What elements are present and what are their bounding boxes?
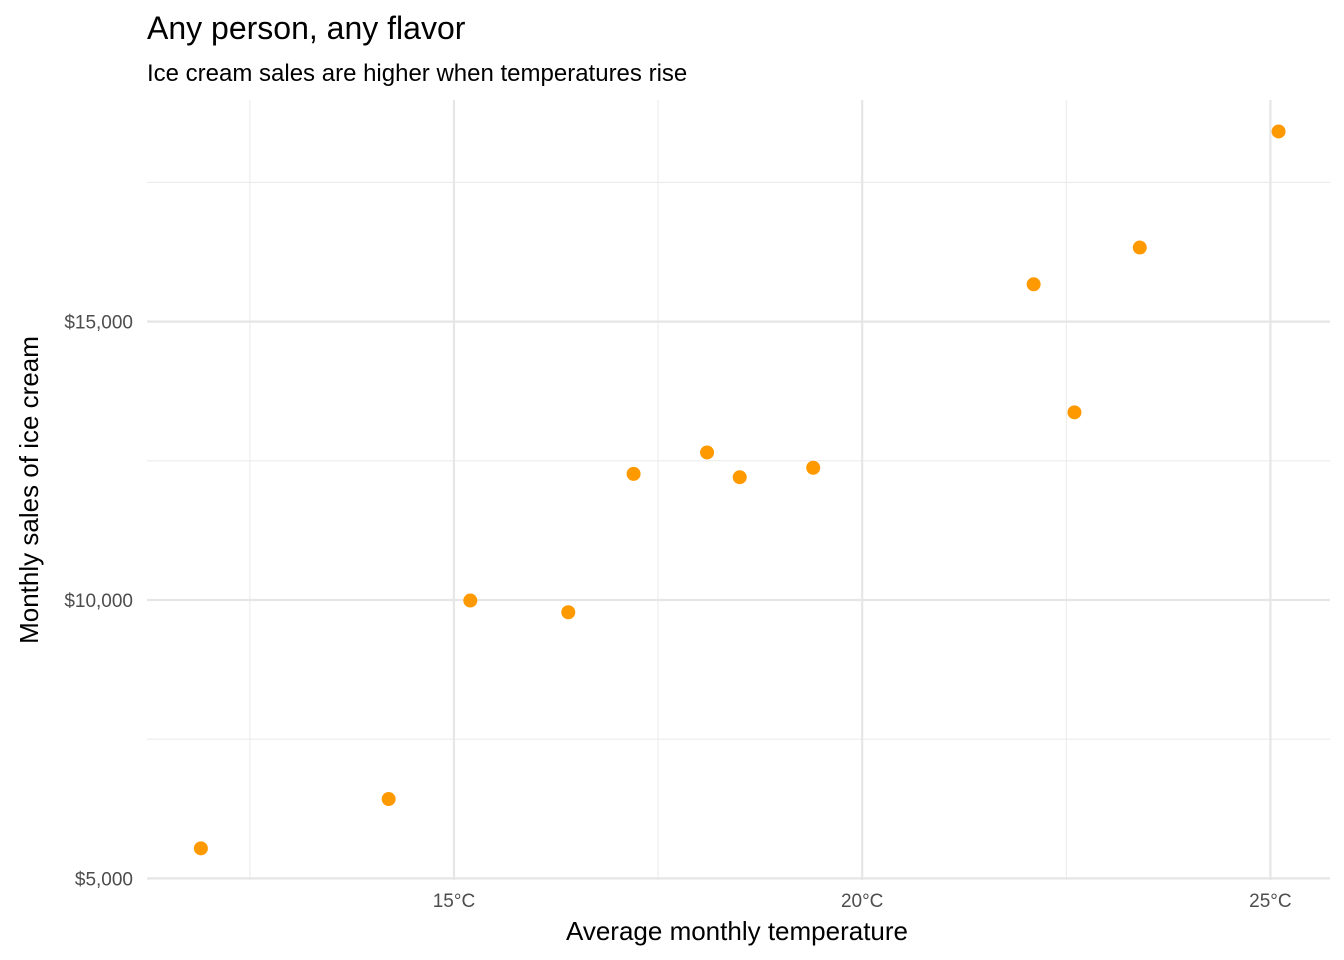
data-point — [561, 605, 576, 620]
y-axis-tick-labels: $5,000 $10,000 $15,000 — [64, 313, 133, 891]
x-tick-label: 20°C — [841, 891, 883, 912]
data-point — [1026, 277, 1041, 292]
data-point — [1271, 124, 1286, 139]
chart-subtitle: Ice cream sales are higher when temperat… — [147, 60, 688, 87]
data-point — [381, 792, 396, 807]
x-axis-label: Average monthly temperature — [566, 916, 908, 946]
data-point — [193, 841, 208, 856]
y-tick-label: $5,000 — [75, 869, 133, 890]
data-point — [1132, 240, 1147, 255]
y-tick-label: $15,000 — [64, 313, 133, 334]
x-axis-tick-labels: 15°C 20°C 25°C — [433, 891, 1292, 912]
data-point — [626, 466, 641, 481]
minor-gridlines — [147, 100, 1330, 880]
y-axis-label: Monthly sales of ice cream — [14, 336, 44, 644]
data-points — [193, 124, 1286, 856]
data-point — [806, 460, 821, 475]
data-point — [1067, 405, 1082, 420]
chart-title: Any person, any flavor — [147, 10, 466, 46]
data-point — [700, 445, 715, 460]
major-gridlines — [147, 100, 1330, 880]
x-tick-label: 25°C — [1249, 891, 1291, 912]
data-point — [463, 593, 478, 608]
x-tick-label: 15°C — [433, 891, 475, 912]
data-point — [732, 470, 747, 485]
y-tick-label: $10,000 — [64, 591, 133, 612]
